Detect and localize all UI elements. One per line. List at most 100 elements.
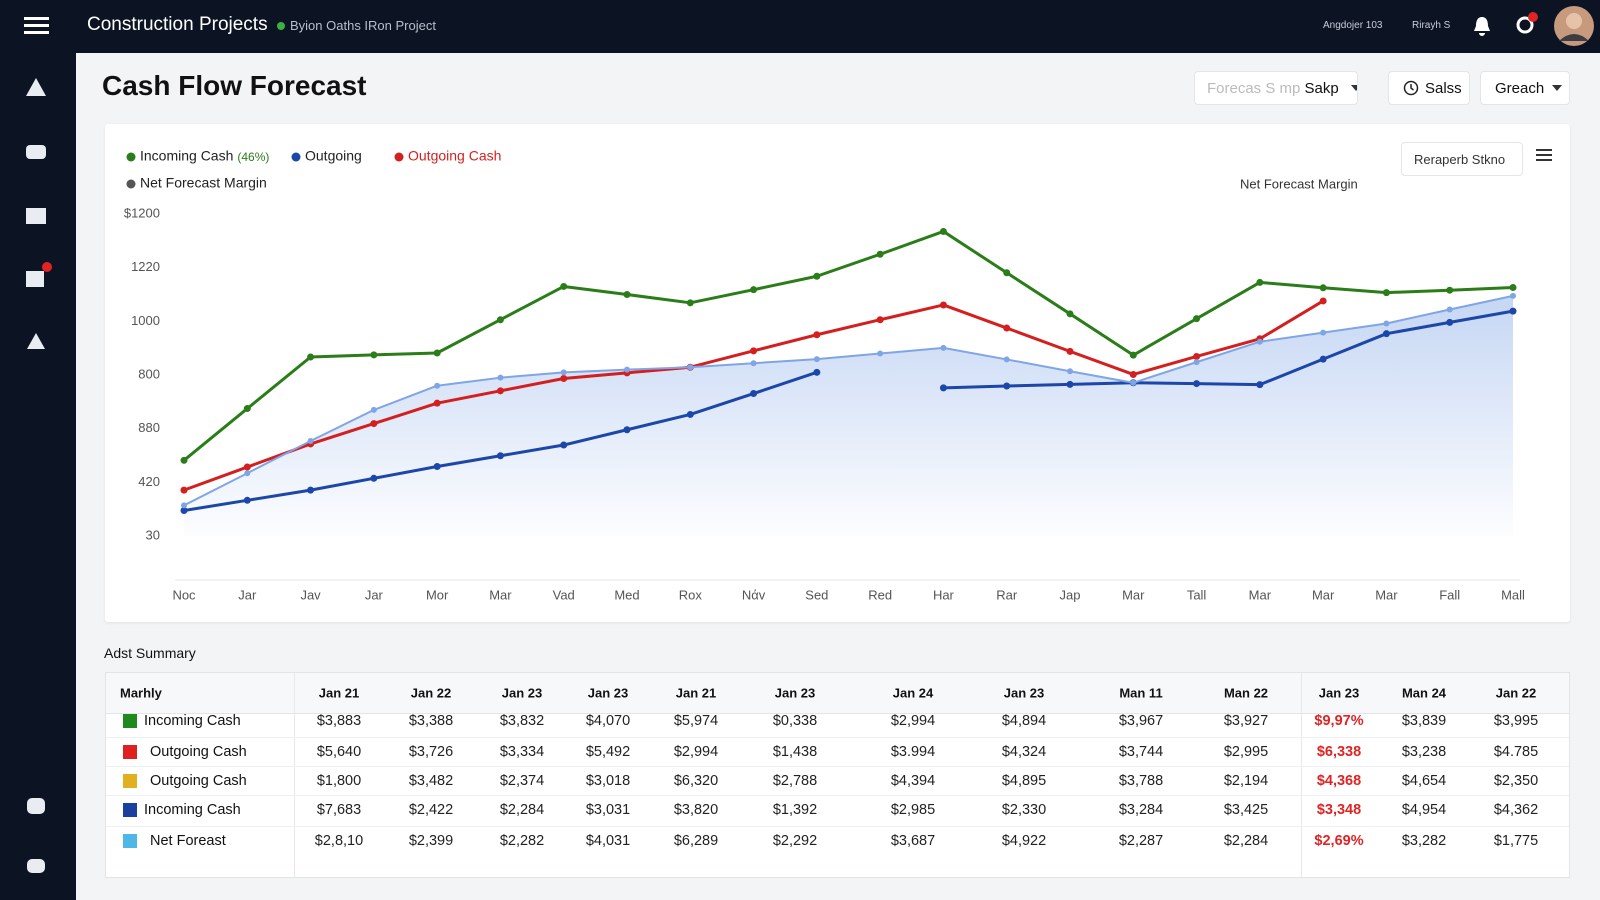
row-swatch xyxy=(123,774,137,788)
table-cell: $2,422 xyxy=(408,802,454,818)
nav-icon[interactable] xyxy=(26,271,44,287)
table-cell: $4,368 xyxy=(1316,773,1362,789)
avatar[interactable] xyxy=(1553,5,1595,47)
table-cell: $3,726 xyxy=(408,744,454,760)
button-label: Greach xyxy=(1495,79,1545,97)
top-bar: Construction Projects Byion Oaths IRon P… xyxy=(0,0,1600,53)
sales-button[interactable]: Salss xyxy=(1388,71,1470,105)
table-cell: $9,97% xyxy=(1314,713,1364,729)
caret xyxy=(1350,85,1357,91)
column-header[interactable]: Marhly xyxy=(120,685,162,701)
search-button[interactable]: Greach xyxy=(1480,71,1570,105)
table-cell: $3,927 xyxy=(1223,713,1269,729)
table-cell: $3,284 xyxy=(1118,802,1164,818)
chart-menu-icon[interactable] xyxy=(1536,149,1552,163)
table-cell: $1,392 xyxy=(772,802,818,818)
row-swatch xyxy=(123,745,137,759)
table-cell: $3,388 xyxy=(408,713,454,729)
table-cell: $5,640 xyxy=(316,744,362,760)
column-header[interactable]: Jan 23 xyxy=(1003,685,1045,701)
nav-icon[interactable] xyxy=(26,78,46,96)
table-cell: $2,399 xyxy=(408,833,454,849)
row-name: Outgoing Cash xyxy=(150,773,247,789)
table-cell: $2,282 xyxy=(499,833,545,849)
column-header[interactable]: Jan 23 xyxy=(774,685,816,701)
row-divider xyxy=(106,737,1569,738)
table-cell: $6,289 xyxy=(673,833,719,849)
column-header[interactable]: Man 22 xyxy=(1223,685,1269,701)
column-divider xyxy=(294,673,295,877)
forecast-select[interactable]: Forecas S mp Sakp xyxy=(1194,71,1358,105)
nav-badge xyxy=(42,262,52,272)
table-cell: $3,238 xyxy=(1401,744,1447,760)
table-cell: $1,775 xyxy=(1493,833,1539,849)
table-cell: $3,832 xyxy=(499,713,545,729)
page-title: Cash Flow Forecast xyxy=(102,70,367,101)
sidebar-icons xyxy=(26,78,52,873)
table-cell: $3,282 xyxy=(1401,833,1447,849)
table-cell: $4,070 xyxy=(585,713,631,729)
nav-icon[interactable] xyxy=(27,859,45,873)
settings-icon[interactable] xyxy=(1513,10,1541,38)
table-cell: $4,362 xyxy=(1493,802,1539,818)
column-header[interactable]: Man 24 xyxy=(1401,685,1447,701)
table-cell: $3,018 xyxy=(585,773,631,789)
clock-icon xyxy=(1403,80,1419,96)
row-name: Incoming Cash xyxy=(144,802,241,818)
column-header[interactable]: Man 11 xyxy=(1119,685,1163,701)
column-header[interactable]: Jan 24 xyxy=(892,685,934,701)
column-header[interactable]: Jan 21 xyxy=(675,685,717,701)
table-cell: $4,394 xyxy=(890,773,936,789)
bell-icon[interactable] xyxy=(1472,15,1492,37)
table-cell: $2,985 xyxy=(890,802,936,818)
nav-icon[interactable] xyxy=(26,208,46,224)
table-cell: $3,967 xyxy=(1118,713,1164,729)
table-cell: $2,287 xyxy=(1118,833,1164,849)
button-label: Salss xyxy=(1425,79,1462,97)
table-cell: $2,194 xyxy=(1223,773,1269,789)
table-cell: $0,338 xyxy=(772,713,818,729)
column-divider xyxy=(1301,673,1302,877)
table-cell: $3,820 xyxy=(673,802,719,818)
app-title: Construction Projects xyxy=(87,14,268,35)
table-cell: $3,334 xyxy=(499,744,545,760)
row-name: Outgoing Cash xyxy=(150,744,247,760)
table-cell: $3,687 xyxy=(890,833,936,849)
nav-icon[interactable] xyxy=(27,333,45,349)
project-name[interactable]: Byion Oaths IRon Project xyxy=(290,18,436,33)
table-cell: $6,320 xyxy=(673,773,719,789)
column-header[interactable]: Jan 22 xyxy=(1495,685,1537,701)
chart-option-button[interactable]: Reraperb Stkno xyxy=(1401,142,1523,176)
column-header[interactable]: Jan 21 xyxy=(318,685,360,701)
table-cell: $4,654 xyxy=(1401,773,1447,789)
row-name: Net Foreast xyxy=(150,833,226,849)
table-cell: $4,895 xyxy=(1001,773,1047,789)
column-header[interactable]: Jan 23 xyxy=(1318,685,1360,701)
column-header[interactable]: Jan 23 xyxy=(501,685,543,701)
nav-icon[interactable] xyxy=(26,145,46,159)
column-header[interactable]: Jan 23 xyxy=(587,685,629,701)
column-header[interactable]: Jan 22 xyxy=(410,685,452,701)
table-cell: $1,438 xyxy=(772,744,818,760)
table-cell: $4,031 xyxy=(585,833,631,849)
menu-icon[interactable] xyxy=(24,17,49,35)
user-name[interactable]: Rirayh S xyxy=(1412,20,1451,31)
row-swatch xyxy=(123,714,137,728)
sidebar xyxy=(0,53,76,900)
table-cell: $3,788 xyxy=(1118,773,1164,789)
user-meta: Angdojer 103 xyxy=(1323,20,1383,31)
table-cell: $2,8,10 xyxy=(314,833,364,849)
nav-icon[interactable] xyxy=(27,798,45,814)
table-cell: $6,338 xyxy=(1316,744,1362,760)
table-header xyxy=(106,673,1569,714)
select-placeholder: Forecas S mp xyxy=(1207,79,1301,97)
caret xyxy=(1552,85,1563,91)
table-cell: $2,994 xyxy=(673,744,719,760)
row-divider xyxy=(106,826,1569,827)
table-cell: $3,744 xyxy=(1118,744,1164,760)
table-cell: $5,492 xyxy=(585,744,631,760)
row-swatch xyxy=(123,834,137,848)
summary-table: Marhly Jan 21 Jan 22 Jan 23 Jan 23 Jan 21 Jan … xyxy=(105,672,1570,878)
table-cell: $4,324 xyxy=(1001,744,1047,760)
